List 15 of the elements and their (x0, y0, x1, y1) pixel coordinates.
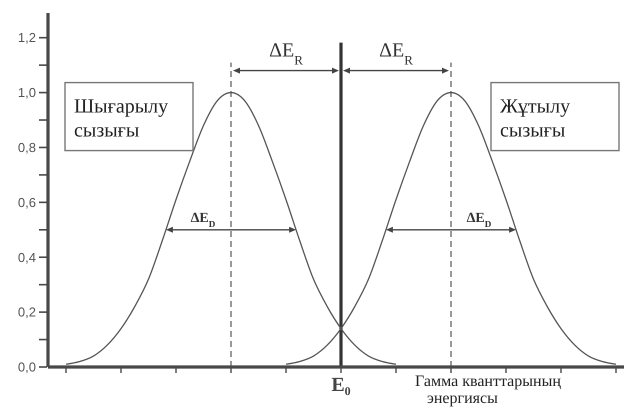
x-axis-title: Гамма кванттарының энергиясы (415, 373, 562, 407)
annotation: ΔE$_{R}$ (269, 40, 304, 68)
y-tick-label: 0,0 (18, 360, 36, 375)
y-tick-label: 1,2 (18, 30, 36, 46)
x-tick-label: E₀ (331, 374, 351, 396)
y-tick-label: 0,8 (18, 140, 36, 156)
y-tick-label: 0,6 (18, 194, 36, 210)
y-tick-label: 0,4 (18, 250, 36, 265)
series-label: Шығарылу сызығы (74, 96, 168, 142)
series-label: Жұтылу сызығы (500, 96, 570, 142)
annotation: ΔE$_{D}$ (466, 210, 492, 229)
y-tick-label: 0,2 (18, 304, 36, 320)
annotation: ΔE$_{R}$ (379, 40, 414, 68)
y-tick-label: 1,0 (18, 85, 36, 100)
annotation: ΔE$_{D}$ (190, 210, 216, 229)
